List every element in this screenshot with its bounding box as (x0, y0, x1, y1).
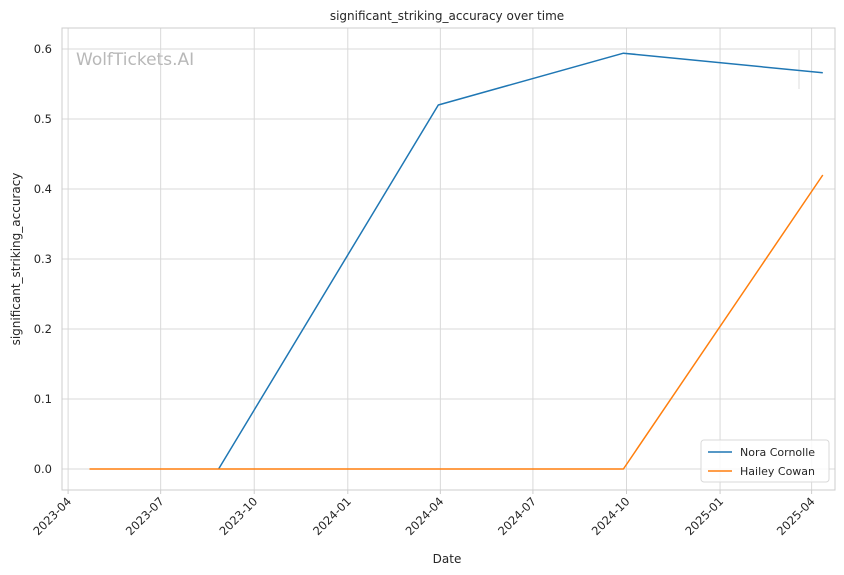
x-tick-label: 2023-10 (216, 494, 260, 538)
x-tick-label: 2023-07 (123, 494, 167, 538)
y-axis-title: significant_striking_accuracy (9, 173, 23, 346)
x-axis-ticks: 2023-04 2023-07 2023-10 2024-01 2024-04 2024-… (30, 490, 818, 538)
y-tick-label: 0.1 (34, 392, 52, 406)
legend-label-hailey-cowan: Hailey Cowan (740, 465, 815, 478)
y-tick-label: 0.0 (34, 462, 52, 476)
x-axis-title: Date (433, 552, 462, 566)
series-line-hailey-cowan (89, 174, 824, 470)
watermark-text: WolfTickets.AI (76, 50, 194, 70)
x-tick-label: 2024-07 (495, 494, 539, 538)
y-tick-label: 0.3 (34, 252, 52, 266)
series-layer (89, 52, 824, 470)
y-tick-label: 0.5 (34, 112, 52, 126)
x-tick-label: 2024-01 (310, 494, 354, 538)
y-tick-label: 0.2 (34, 322, 52, 336)
series-line-nora-cornolle (217, 52, 823, 470)
x-tick-label: 2025-04 (774, 494, 818, 538)
x-tick-label: 2023-04 (30, 494, 74, 538)
chart-title: significant_striking_accuracy over time (330, 9, 564, 23)
plot-frame (61, 27, 836, 491)
legend-label-nora-cornolle: Nora Cornolle (740, 446, 815, 459)
legend-box (700, 439, 830, 483)
y-tick-label: 0.4 (34, 182, 52, 196)
y-tick-label: 0.6 (34, 42, 52, 56)
y-axis-ticks: 0.0 0.1 0.2 0.3 0.4 0.5 0.6 (34, 42, 52, 476)
x-tick-label: 2024-04 (403, 494, 447, 538)
x-tick-label: 2024-10 (589, 494, 633, 538)
grid-lines (62, 28, 835, 490)
legend: Nora Cornolle Hailey Cowan (700, 439, 830, 483)
x-tick-label: 2025-01 (682, 494, 726, 538)
